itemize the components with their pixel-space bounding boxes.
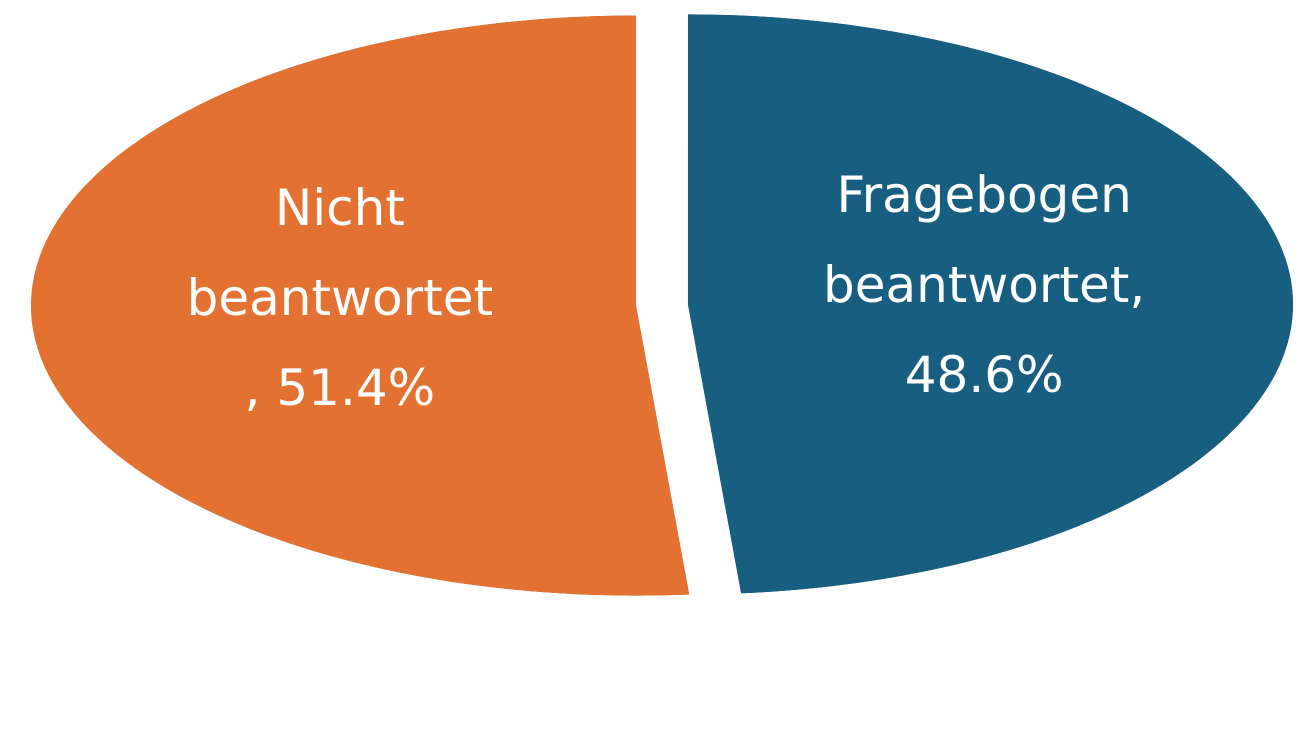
data-label: Nicht — [275, 179, 405, 237]
data-label: beantwortet, — [823, 256, 1145, 314]
slice — [687, 14, 1293, 594]
data-label: 48.6% — [905, 346, 1064, 404]
data-label: , 51.4% — [245, 359, 436, 417]
data-label: beantwortet — [187, 269, 493, 327]
data-label: Fragebogen — [836, 166, 1131, 224]
slice — [31, 15, 690, 596]
